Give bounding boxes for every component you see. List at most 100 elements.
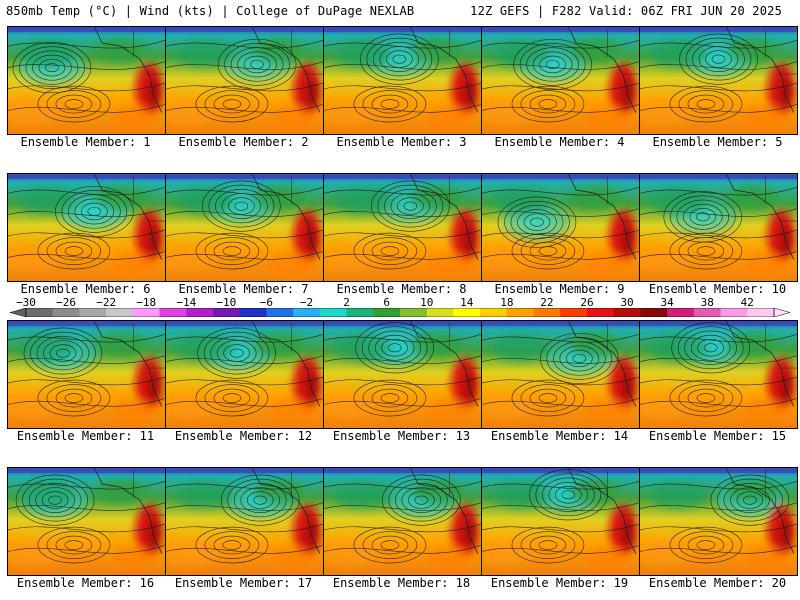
temperature-map <box>640 27 797 134</box>
colorbar-segment <box>667 308 695 317</box>
height-contours <box>166 474 323 564</box>
colorbar-segment <box>213 308 241 317</box>
temperature-map <box>8 174 165 281</box>
colorbar-segment <box>506 308 535 317</box>
temperature-map <box>8 468 165 575</box>
ensemble-member-label: Ensemble Member: 9 <box>494 282 625 296</box>
ensemble-member-label: Ensemble Member: 4 <box>494 135 625 149</box>
ensemble-member-label: Ensemble Member: 19 <box>490 576 629 590</box>
coastline <box>725 174 795 260</box>
political-borders <box>291 176 323 222</box>
height-contours <box>640 474 797 564</box>
colorbar-tick-label: 34 <box>660 296 674 309</box>
ensemble-member-label: Ensemble Member: 12 <box>174 429 313 443</box>
ensemble-member-map <box>7 173 166 282</box>
temperature-map <box>482 27 639 134</box>
height-contours <box>166 327 323 417</box>
ensemble-member-map <box>7 26 166 135</box>
temperature-map <box>8 321 165 428</box>
temperature-colorbar <box>10 308 790 317</box>
coastline <box>93 174 163 260</box>
colorbar-segment <box>747 308 775 317</box>
coastline <box>251 321 321 407</box>
colorbar-segment <box>720 308 748 317</box>
ensemble-member-map <box>7 467 166 576</box>
colorbar-tick-label: 18 <box>500 296 514 309</box>
ensemble-member-map <box>639 173 798 282</box>
colorbar-tick-label: −6 <box>259 296 274 309</box>
colorbar-tick-label: 38 <box>700 296 714 309</box>
coastline <box>409 27 479 113</box>
colorbar-segment <box>293 308 321 317</box>
political-borders <box>607 29 639 75</box>
colorbar-segment <box>186 308 214 317</box>
coastline <box>567 27 637 113</box>
height-contours <box>482 332 639 417</box>
temperature-map <box>640 321 797 428</box>
height-contours <box>8 327 165 417</box>
ensemble-member-label: Ensemble Member: 8 <box>336 282 467 296</box>
colorbar-segment <box>79 308 107 317</box>
ensemble-member-label: Ensemble Member: 17 <box>174 576 313 590</box>
ensemble-member-map <box>639 467 798 576</box>
colorbar-segment <box>26 308 54 317</box>
height-contours <box>324 33 481 123</box>
political-borders <box>607 323 639 369</box>
height-contours <box>324 322 481 417</box>
colorbar-segment <box>319 308 348 317</box>
height-contours <box>8 474 165 564</box>
ensemble-member-label: Ensemble Member: 15 <box>648 429 787 443</box>
coastline <box>725 468 795 554</box>
colorbar-tick-label: 30 <box>620 296 634 309</box>
colorbar-tick-label: 42 <box>740 296 754 309</box>
colorbar-segment <box>373 308 401 317</box>
temperature-map <box>166 27 323 134</box>
temperature-map <box>482 174 639 281</box>
temperature-map <box>640 174 797 281</box>
political-borders <box>449 29 481 75</box>
colorbar-segment <box>52 308 80 317</box>
ensemble-member-map <box>481 173 640 282</box>
height-contours <box>482 186 639 270</box>
colorbar-left-arrow <box>10 308 27 317</box>
colorbar-segment <box>426 308 454 317</box>
colorbar-segment <box>640 308 668 317</box>
temperature-map <box>166 174 323 281</box>
temperature-map <box>640 468 797 575</box>
political-borders <box>449 323 481 369</box>
ensemble-member-map <box>639 26 798 135</box>
political-borders <box>607 176 639 222</box>
political-borders <box>291 470 323 516</box>
colorbar-tick-label: 10 <box>420 296 434 309</box>
political-borders <box>133 470 165 516</box>
height-contours <box>166 180 323 270</box>
ensemble-member-map <box>165 26 324 135</box>
political-borders <box>133 323 165 369</box>
product-title: 850mb Temp (°C) | Wind (kts) | College o… <box>6 4 415 18</box>
ensemble-member-map <box>323 173 482 282</box>
height-contours <box>8 39 165 123</box>
colorbar-tick-label: −2 <box>299 296 314 309</box>
coastline <box>567 174 637 260</box>
ensemble-member-map <box>165 320 324 429</box>
temperature-map <box>166 468 323 575</box>
temperature-map <box>324 321 481 428</box>
temperature-map <box>482 321 639 428</box>
coastline <box>409 321 479 407</box>
political-borders <box>607 470 639 516</box>
coastline <box>567 321 637 407</box>
ensemble-member-label: Ensemble Member: 5 <box>652 135 783 149</box>
ensemble-member-map <box>481 320 640 429</box>
valid-time: 12Z GEFS | F282 Valid: 06Z FRI JUN 20 20… <box>470 4 782 18</box>
ensemble-member-label: Ensemble Member: 7 <box>178 282 309 296</box>
ensemble-member-map <box>7 320 166 429</box>
height-contours <box>640 322 797 417</box>
colorbar-segment <box>587 308 615 317</box>
colorbar-tick-label: 14 <box>460 296 474 309</box>
ensemble-member-label: Ensemble Member: 13 <box>332 429 471 443</box>
coastline <box>725 27 795 113</box>
coastline <box>409 468 479 554</box>
colorbar-right-arrow <box>773 308 790 317</box>
temperature-map <box>482 468 639 575</box>
ensemble-member-label: Ensemble Member: 6 <box>20 282 151 296</box>
